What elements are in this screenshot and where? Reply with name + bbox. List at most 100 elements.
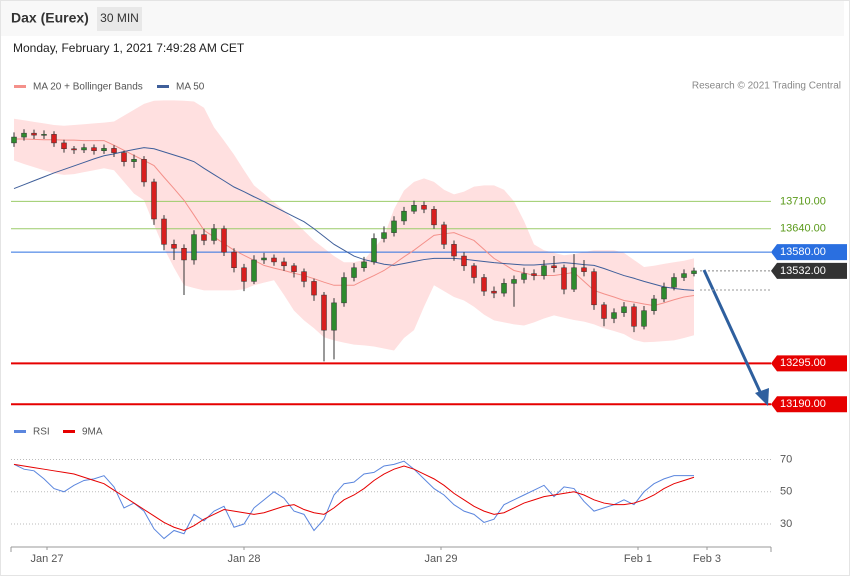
copyright: Research © 2021 Trading Central xyxy=(692,81,841,92)
candle-body xyxy=(491,290,497,294)
candle-body xyxy=(261,257,267,261)
candle-body xyxy=(321,294,327,331)
candle-body xyxy=(101,148,107,151)
x-tick-label: Jan 29 xyxy=(424,553,457,565)
level-box xyxy=(771,355,847,372)
candle-body xyxy=(121,152,127,162)
candle-body xyxy=(131,159,137,162)
forecast-arrow xyxy=(702,269,764,397)
level-box xyxy=(771,262,847,279)
candle-body xyxy=(171,244,177,249)
candle-body xyxy=(231,251,237,269)
candle-body xyxy=(471,265,477,278)
candle-body xyxy=(501,283,507,294)
candle-body xyxy=(301,271,307,282)
candle-body xyxy=(581,267,587,272)
candle-body xyxy=(51,134,57,144)
candle-body xyxy=(351,267,357,278)
candle-body xyxy=(451,244,457,257)
level-label: 13710.00 xyxy=(780,195,826,207)
candle-body xyxy=(81,147,87,151)
legend-swatch xyxy=(14,85,26,88)
candle-body xyxy=(481,277,487,292)
candle-body xyxy=(111,148,117,153)
rsi-line xyxy=(13,463,695,532)
legend-label: RSI xyxy=(33,427,50,438)
y-tick-label: 50 xyxy=(780,486,792,498)
candle-body xyxy=(421,205,427,210)
candle-body xyxy=(531,273,537,276)
candle-body xyxy=(681,273,687,278)
candle-body xyxy=(331,302,337,331)
candle-body xyxy=(661,287,667,300)
candle-body xyxy=(201,234,207,241)
rsi-line xyxy=(13,460,694,540)
x-tick-label: Jan 27 xyxy=(30,553,63,565)
candle-body xyxy=(441,224,447,245)
candle-body xyxy=(601,304,607,319)
candle-body xyxy=(651,298,657,311)
bollinger-band xyxy=(14,100,694,351)
legend-label: MA 20 + Bollinger Bands xyxy=(33,82,143,93)
candle-body xyxy=(191,234,197,261)
candle-body xyxy=(141,159,147,183)
x-tick-label: Feb 1 xyxy=(624,553,652,565)
legend-label: MA 50 xyxy=(176,82,205,93)
rsi-panel: RSI 9MA 30 50 70 Jan 27 Jan 28 Jan 29 Feb 1 Feb 3 xyxy=(10,427,792,565)
candle-body xyxy=(221,228,227,253)
candle-body xyxy=(611,312,617,319)
title: Dax (Eurex) xyxy=(11,10,89,26)
candle-body xyxy=(151,181,157,220)
level-label: 13295.00 xyxy=(780,357,826,369)
candle-body xyxy=(551,265,557,269)
timeframe-box[interactable] xyxy=(97,7,142,31)
candle-body xyxy=(511,279,517,284)
candle-body xyxy=(161,218,167,245)
candle-body xyxy=(401,210,407,222)
candle-body xyxy=(561,267,567,290)
level-label: 13190.00 xyxy=(780,398,826,410)
candle-body xyxy=(311,281,317,296)
candle-body xyxy=(411,205,417,212)
candle-body xyxy=(21,132,27,138)
candle-body xyxy=(241,267,247,282)
price-panel: MA 20 + Bollinger Bands MA 50 13710.00 1364… xyxy=(11,82,847,413)
candle-body xyxy=(391,220,397,233)
candle-body xyxy=(571,267,577,290)
x-tick-label: Jan 28 xyxy=(227,553,260,565)
candle-body xyxy=(521,273,527,280)
legend-swatch xyxy=(157,85,169,88)
level-box xyxy=(771,244,847,261)
level-label: 13640.00 xyxy=(780,223,826,235)
candle-body xyxy=(541,265,547,276)
candle-body xyxy=(461,255,467,267)
candle-body xyxy=(31,132,37,136)
candle-body xyxy=(431,208,437,226)
candle-body xyxy=(11,136,17,144)
candle-body xyxy=(671,277,677,288)
legend-swatch xyxy=(63,430,75,433)
candle-body xyxy=(71,148,77,151)
candle-body xyxy=(371,238,377,263)
candle-body xyxy=(591,271,597,306)
ma-line xyxy=(13,147,695,291)
legend-swatch xyxy=(14,430,26,433)
legend-label: 9MA xyxy=(82,427,103,438)
candle-body xyxy=(61,142,67,150)
candle-body xyxy=(631,306,637,327)
candle-body xyxy=(181,247,187,261)
candle-body xyxy=(41,134,47,136)
candle-body xyxy=(211,228,217,241)
arrow-head xyxy=(755,388,769,406)
candle-body xyxy=(341,277,347,304)
level-label: 13532.00 xyxy=(780,265,826,277)
ma-line xyxy=(14,138,695,307)
candle-body xyxy=(251,259,257,282)
datetime: Monday, February 1, 2021 7:49:28 AM CET xyxy=(13,41,245,55)
x-tick-label: Feb 3 xyxy=(693,553,721,565)
level-box xyxy=(771,396,847,413)
timeframe[interactable]: 30 MIN xyxy=(100,11,139,25)
y-tick-label: 30 xyxy=(780,518,792,530)
candle-body xyxy=(361,261,367,269)
